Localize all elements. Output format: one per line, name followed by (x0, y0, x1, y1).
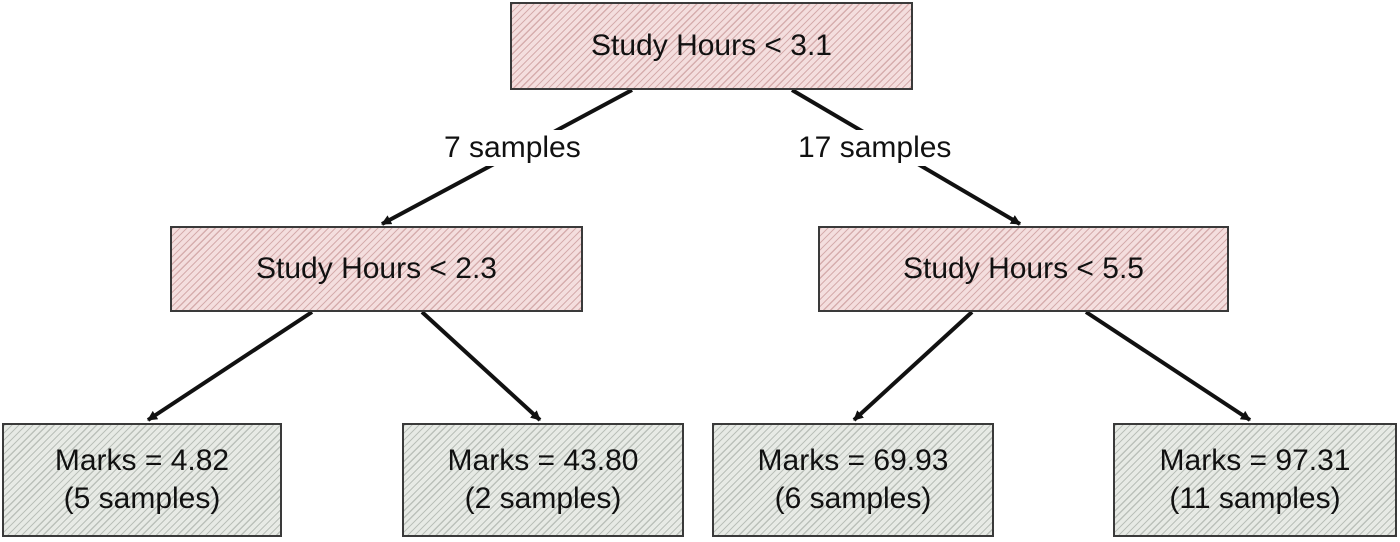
edge-left-leaf2 (420, 310, 542, 422)
edge-right-leaf4 (1084, 310, 1252, 422)
leaf-node-2: Marks = 43.80 (2 samples) (402, 423, 684, 537)
leaf-4-samples: (11 samples) (1169, 482, 1341, 515)
leaf-1-samples: (5 samples) (63, 482, 221, 515)
leaf-2-value: Marks = 43.80 (447, 444, 639, 477)
leaf-4-value: Marks = 97.31 (1159, 444, 1351, 477)
edge-label-left: 7 samples (440, 130, 585, 166)
leaf-3-samples: (6 samples) (774, 482, 932, 515)
leaf-3-value: Marks = 69.93 (757, 444, 949, 477)
right-split-condition: Study Hours < 5.5 (903, 252, 1144, 285)
root-condition: Study Hours < 3.1 (591, 29, 832, 62)
leaf-1-value: Marks = 4.82 (54, 444, 230, 477)
leaf-node-1: Marks = 4.82 (5 samples) (2, 423, 282, 537)
edge-left-leaf1 (146, 310, 314, 422)
edge-right-leaf3 (852, 310, 974, 422)
right-split-node: Study Hours < 5.5 (818, 226, 1229, 312)
left-split-node: Study Hours < 2.3 (170, 226, 583, 312)
edge-label-right: 17 samples (794, 130, 956, 166)
left-split-condition: Study Hours < 2.3 (256, 252, 497, 285)
leaf-node-3: Marks = 69.93 (6 samples) (712, 423, 994, 537)
leaf-node-4: Marks = 97.31 (11 samples) (1113, 423, 1397, 537)
root-node: Study Hours < 3.1 (510, 2, 913, 90)
leaf-2-samples: (2 samples) (464, 482, 622, 515)
